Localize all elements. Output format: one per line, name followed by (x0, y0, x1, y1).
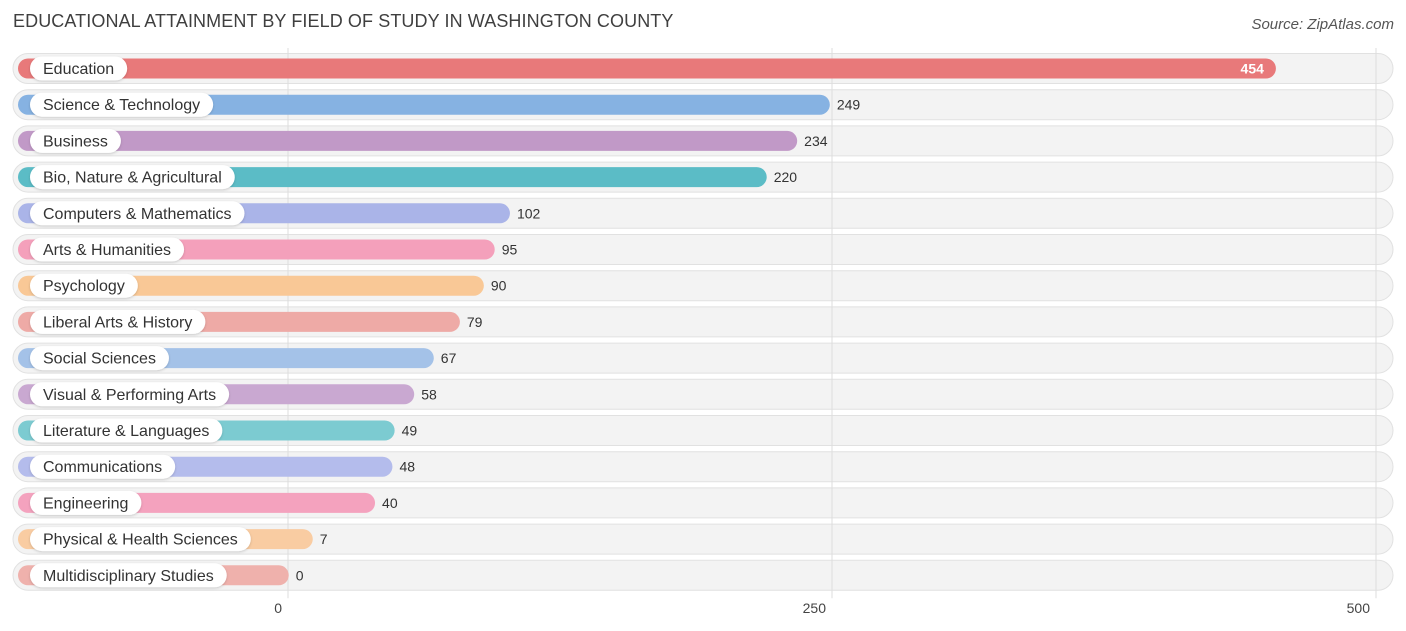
category-pill (30, 490, 142, 515)
x-axis: 0 250 500 (274, 600, 1370, 616)
category-label: Engineering (43, 495, 128, 512)
category-pill (30, 418, 223, 443)
value-label: 58 (421, 386, 437, 402)
value-label: 90 (491, 278, 507, 294)
chart-title: EDUCATIONAL ATTAINMENT BY FIELD OF STUDY… (13, 11, 674, 31)
value-label: 40 (382, 495, 398, 511)
category-pill (30, 165, 235, 190)
category-label: Arts & Humanities (43, 242, 171, 259)
value-label: 79 (467, 314, 483, 330)
category-pill (30, 309, 206, 334)
category-pill (30, 92, 214, 117)
category-label: Multidisciplinary Studies (43, 568, 214, 585)
category-pill (30, 273, 138, 298)
category-label: Visual & Performing Arts (43, 387, 216, 404)
value-label: 67 (441, 350, 457, 366)
value-label: 234 (804, 133, 828, 149)
value-label: 454 (1241, 61, 1265, 77)
bar (18, 94, 830, 115)
category-pill (30, 563, 227, 588)
bar (18, 58, 1276, 79)
category-label: Social Sciences (43, 351, 156, 368)
category-label: Bio, Nature & Agricultural (43, 170, 222, 187)
category-label: Physical & Health Sciences (43, 532, 238, 549)
category-label: Business (43, 133, 108, 150)
category-pill (30, 201, 245, 226)
category-label: Science & Technology (43, 97, 200, 114)
x-tick-label: 0 (274, 600, 282, 616)
category-label: Communications (43, 459, 162, 476)
bars: Education 454 Science & Technology 249 Busin… (18, 56, 1276, 588)
category-pill (30, 56, 128, 81)
x-tick-label: 250 (803, 600, 827, 616)
category-pill (30, 346, 169, 371)
category-pill (30, 527, 251, 552)
category-label: Liberal Arts & History (43, 314, 192, 331)
value-label: 7 (320, 531, 328, 547)
bar (18, 130, 798, 151)
row-background (12, 523, 1394, 555)
category-label: Computers & Mathematics (43, 206, 232, 223)
value-label: 95 (502, 242, 518, 258)
category-pill (30, 237, 185, 262)
category-label: Education (43, 61, 114, 78)
category-label: Literature & Languages (43, 423, 209, 440)
row-background (12, 559, 1394, 591)
category-pill (30, 382, 230, 407)
category-label: Psychology (43, 278, 125, 295)
value-label: 220 (774, 169, 798, 185)
value-label: 249 (837, 97, 861, 113)
category-pill (30, 454, 176, 479)
chart-source: Source: ZipAtlas.com (1251, 16, 1394, 33)
value-label: 48 (399, 459, 415, 475)
category-pill (30, 128, 121, 153)
value-label: 0 (296, 567, 304, 583)
x-tick-label: 500 (1347, 600, 1371, 616)
value-label: 49 (402, 423, 418, 439)
value-label: 102 (517, 205, 541, 221)
